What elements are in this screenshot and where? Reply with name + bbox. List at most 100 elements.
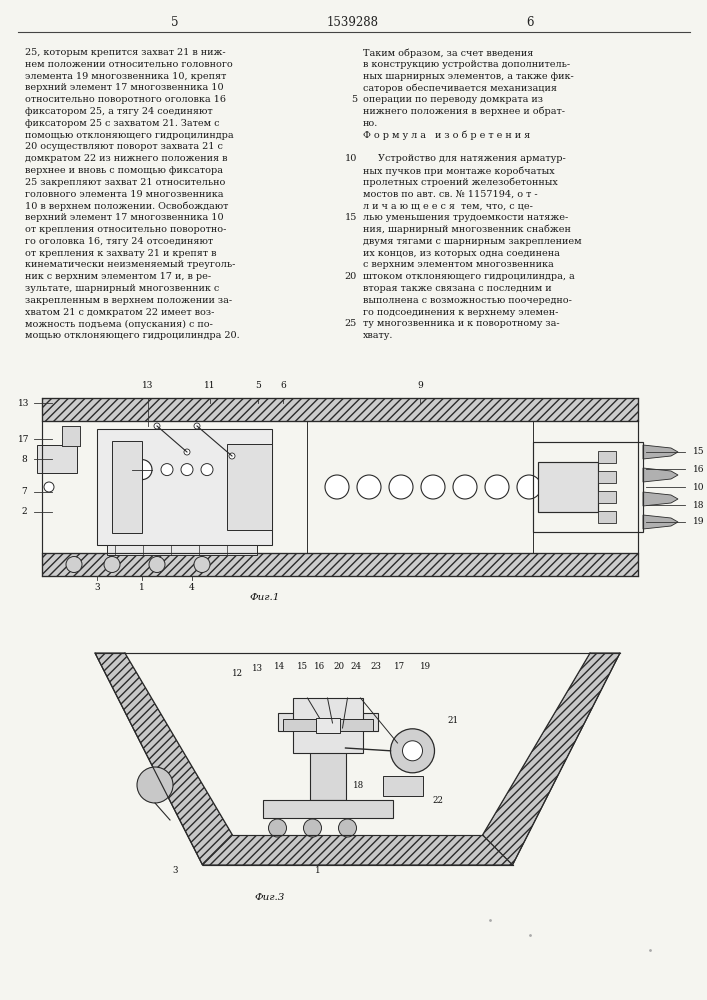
Text: 6: 6 xyxy=(526,15,534,28)
Text: 17: 17 xyxy=(18,434,30,444)
Circle shape xyxy=(421,475,445,499)
Text: штоком отклоняющего гидроцилиндра, а: штоком отклоняющего гидроцилиндра, а xyxy=(363,272,575,281)
Text: 23: 23 xyxy=(370,662,381,671)
Polygon shape xyxy=(643,445,678,459)
Circle shape xyxy=(154,423,160,429)
Circle shape xyxy=(137,767,173,803)
Circle shape xyxy=(184,449,190,455)
Text: 16: 16 xyxy=(314,662,325,671)
Bar xyxy=(598,471,616,483)
Text: Ф о р м у л а   и з о б р е т е н и я: Ф о р м у л а и з о б р е т е н и я xyxy=(363,131,530,140)
Text: кинематически неизменяемый треуголь-: кинематически неизменяемый треуголь- xyxy=(25,260,235,269)
Circle shape xyxy=(390,729,435,773)
Text: 1: 1 xyxy=(315,866,320,875)
Polygon shape xyxy=(42,553,638,576)
Text: 4: 4 xyxy=(189,584,195,592)
Text: операции по переводу домкрата из: операции по переводу домкрата из xyxy=(363,95,543,104)
Text: их концов, из которых одна соединена: их концов, из которых одна соединена xyxy=(363,249,560,258)
Text: саторов обеспечивается механизация: саторов обеспечивается механизация xyxy=(363,83,557,93)
Text: 10 в верхнем положении. Освобождают: 10 в верхнем положении. Освобождают xyxy=(25,201,228,211)
Text: 8: 8 xyxy=(21,454,27,464)
Text: 25 закрепляют захват 21 относительно: 25 закрепляют захват 21 относительно xyxy=(25,178,226,187)
Text: 3: 3 xyxy=(173,866,177,875)
Text: 5: 5 xyxy=(351,95,357,104)
Text: помощью отклоняющего гидроцилиндра: помощью отклоняющего гидроцилиндра xyxy=(25,131,233,140)
Bar xyxy=(310,718,346,800)
Text: 19: 19 xyxy=(420,662,431,671)
Circle shape xyxy=(194,556,210,572)
Circle shape xyxy=(517,475,541,499)
Bar xyxy=(37,445,77,473)
Text: 13: 13 xyxy=(142,381,153,390)
Text: л и ч а ю щ е е с я  тем, что, с це-: л и ч а ю щ е е с я тем, что, с це- xyxy=(363,201,533,210)
Text: нижнего положения в верхнее и обрат-: нижнего положения в верхнее и обрат- xyxy=(363,107,565,116)
Text: Таким образом, за счет введения: Таким образом, за счет введения xyxy=(363,48,533,57)
Text: ных пучков при монтаже коробчатых: ных пучков при монтаже коробчатых xyxy=(363,166,554,176)
Circle shape xyxy=(485,475,509,499)
Circle shape xyxy=(303,819,322,837)
Text: домкратом 22 из нижнего положения в: домкратом 22 из нижнего положения в xyxy=(25,154,228,163)
Text: мостов по авт. св. № 1157194, о т -: мостов по авт. св. № 1157194, о т - xyxy=(363,190,537,199)
Polygon shape xyxy=(643,468,678,482)
Text: 10: 10 xyxy=(344,154,357,163)
Polygon shape xyxy=(482,653,620,865)
Text: можность подъема (опускания) с по-: можность подъема (опускания) с по- xyxy=(25,319,213,329)
Text: верхний элемент 17 многозвенника 10: верхний элемент 17 многозвенника 10 xyxy=(25,83,223,92)
Circle shape xyxy=(453,475,477,499)
Text: 16: 16 xyxy=(693,464,704,474)
Bar xyxy=(283,719,373,731)
Text: 14: 14 xyxy=(274,662,285,671)
Text: двумя тягами с шарнирным закреплением: двумя тягами с шарнирным закреплением xyxy=(363,237,582,246)
Text: закрепленным в верхнем положении за-: закрепленным в верхнем положении за- xyxy=(25,296,232,305)
Text: хватом 21 с домкратом 22 имеет воз-: хватом 21 с домкратом 22 имеет воз- xyxy=(25,308,214,317)
Circle shape xyxy=(66,556,82,572)
Circle shape xyxy=(194,423,200,429)
Circle shape xyxy=(339,819,356,837)
Text: 15: 15 xyxy=(297,662,308,671)
Text: фиксатором 25, а тягу 24 соединяют: фиксатором 25, а тягу 24 соединяют xyxy=(25,107,213,116)
Text: 5: 5 xyxy=(171,15,179,28)
Text: элемента 19 многозвенника 10, крепят: элемента 19 многозвенника 10, крепят xyxy=(25,72,226,81)
Text: зультате, шарнирный многозвенник с: зультате, шарнирный многозвенник с xyxy=(25,284,219,293)
Bar xyxy=(533,442,643,532)
Circle shape xyxy=(325,475,349,499)
Text: ту многозвенника и к поворотному за-: ту многозвенника и к поворотному за- xyxy=(363,319,560,328)
Text: ных шарнирных элементов, а также фик-: ных шарнирных элементов, а также фик- xyxy=(363,72,574,81)
Bar xyxy=(227,444,272,530)
Text: ния, шарнирный многозвенник снабжен: ния, шарнирный многозвенник снабжен xyxy=(363,225,571,234)
Bar xyxy=(598,491,616,503)
Circle shape xyxy=(44,482,54,492)
Bar xyxy=(315,718,339,733)
Text: вторая также связана с последним и: вторая также связана с последним и xyxy=(363,284,551,293)
Text: Фиг.1: Фиг.1 xyxy=(250,593,280,602)
Text: 9: 9 xyxy=(417,381,423,390)
Bar xyxy=(598,451,616,463)
Bar xyxy=(62,426,80,446)
Text: ник с верхним элементом 17 и, в ре-: ник с верхним элементом 17 и, в ре- xyxy=(25,272,211,281)
Text: 5: 5 xyxy=(255,381,261,390)
Text: пролетных строений железобетонных: пролетных строений железобетонных xyxy=(363,178,558,187)
Text: лью уменьшения трудоемкости натяже-: лью уменьшения трудоемкости натяже- xyxy=(363,213,568,222)
Circle shape xyxy=(357,475,381,499)
Text: с верхним элементом многозвенника: с верхним элементом многозвенника xyxy=(363,260,554,269)
Bar xyxy=(293,698,363,753)
Circle shape xyxy=(161,464,173,476)
Circle shape xyxy=(149,556,165,572)
Text: относительно поворотного оголовка 16: относительно поворотного оголовка 16 xyxy=(25,95,226,104)
Text: Устройство для натяжения арматур-: Устройство для натяжения арматур- xyxy=(363,154,566,163)
Text: 24: 24 xyxy=(350,662,361,671)
Bar xyxy=(107,545,257,555)
Text: в конструкцию устройства дополнитель-: в конструкцию устройства дополнитель- xyxy=(363,60,570,69)
Bar xyxy=(97,429,272,545)
Bar xyxy=(62,426,80,446)
Text: 11: 11 xyxy=(204,381,216,390)
Text: выполнена с возможностью поочередно-: выполнена с возможностью поочередно- xyxy=(363,296,572,305)
Text: 25: 25 xyxy=(345,319,357,328)
Circle shape xyxy=(132,460,152,480)
Text: 6: 6 xyxy=(280,381,286,390)
Circle shape xyxy=(269,819,286,837)
Text: 10: 10 xyxy=(693,483,704,491)
Text: 18: 18 xyxy=(693,500,704,510)
Text: фиксатором 25 с захватом 21. Затем с: фиксатором 25 с захватом 21. Затем с xyxy=(25,119,219,128)
Text: нем положении относительно головного: нем положении относительно головного xyxy=(25,60,233,69)
